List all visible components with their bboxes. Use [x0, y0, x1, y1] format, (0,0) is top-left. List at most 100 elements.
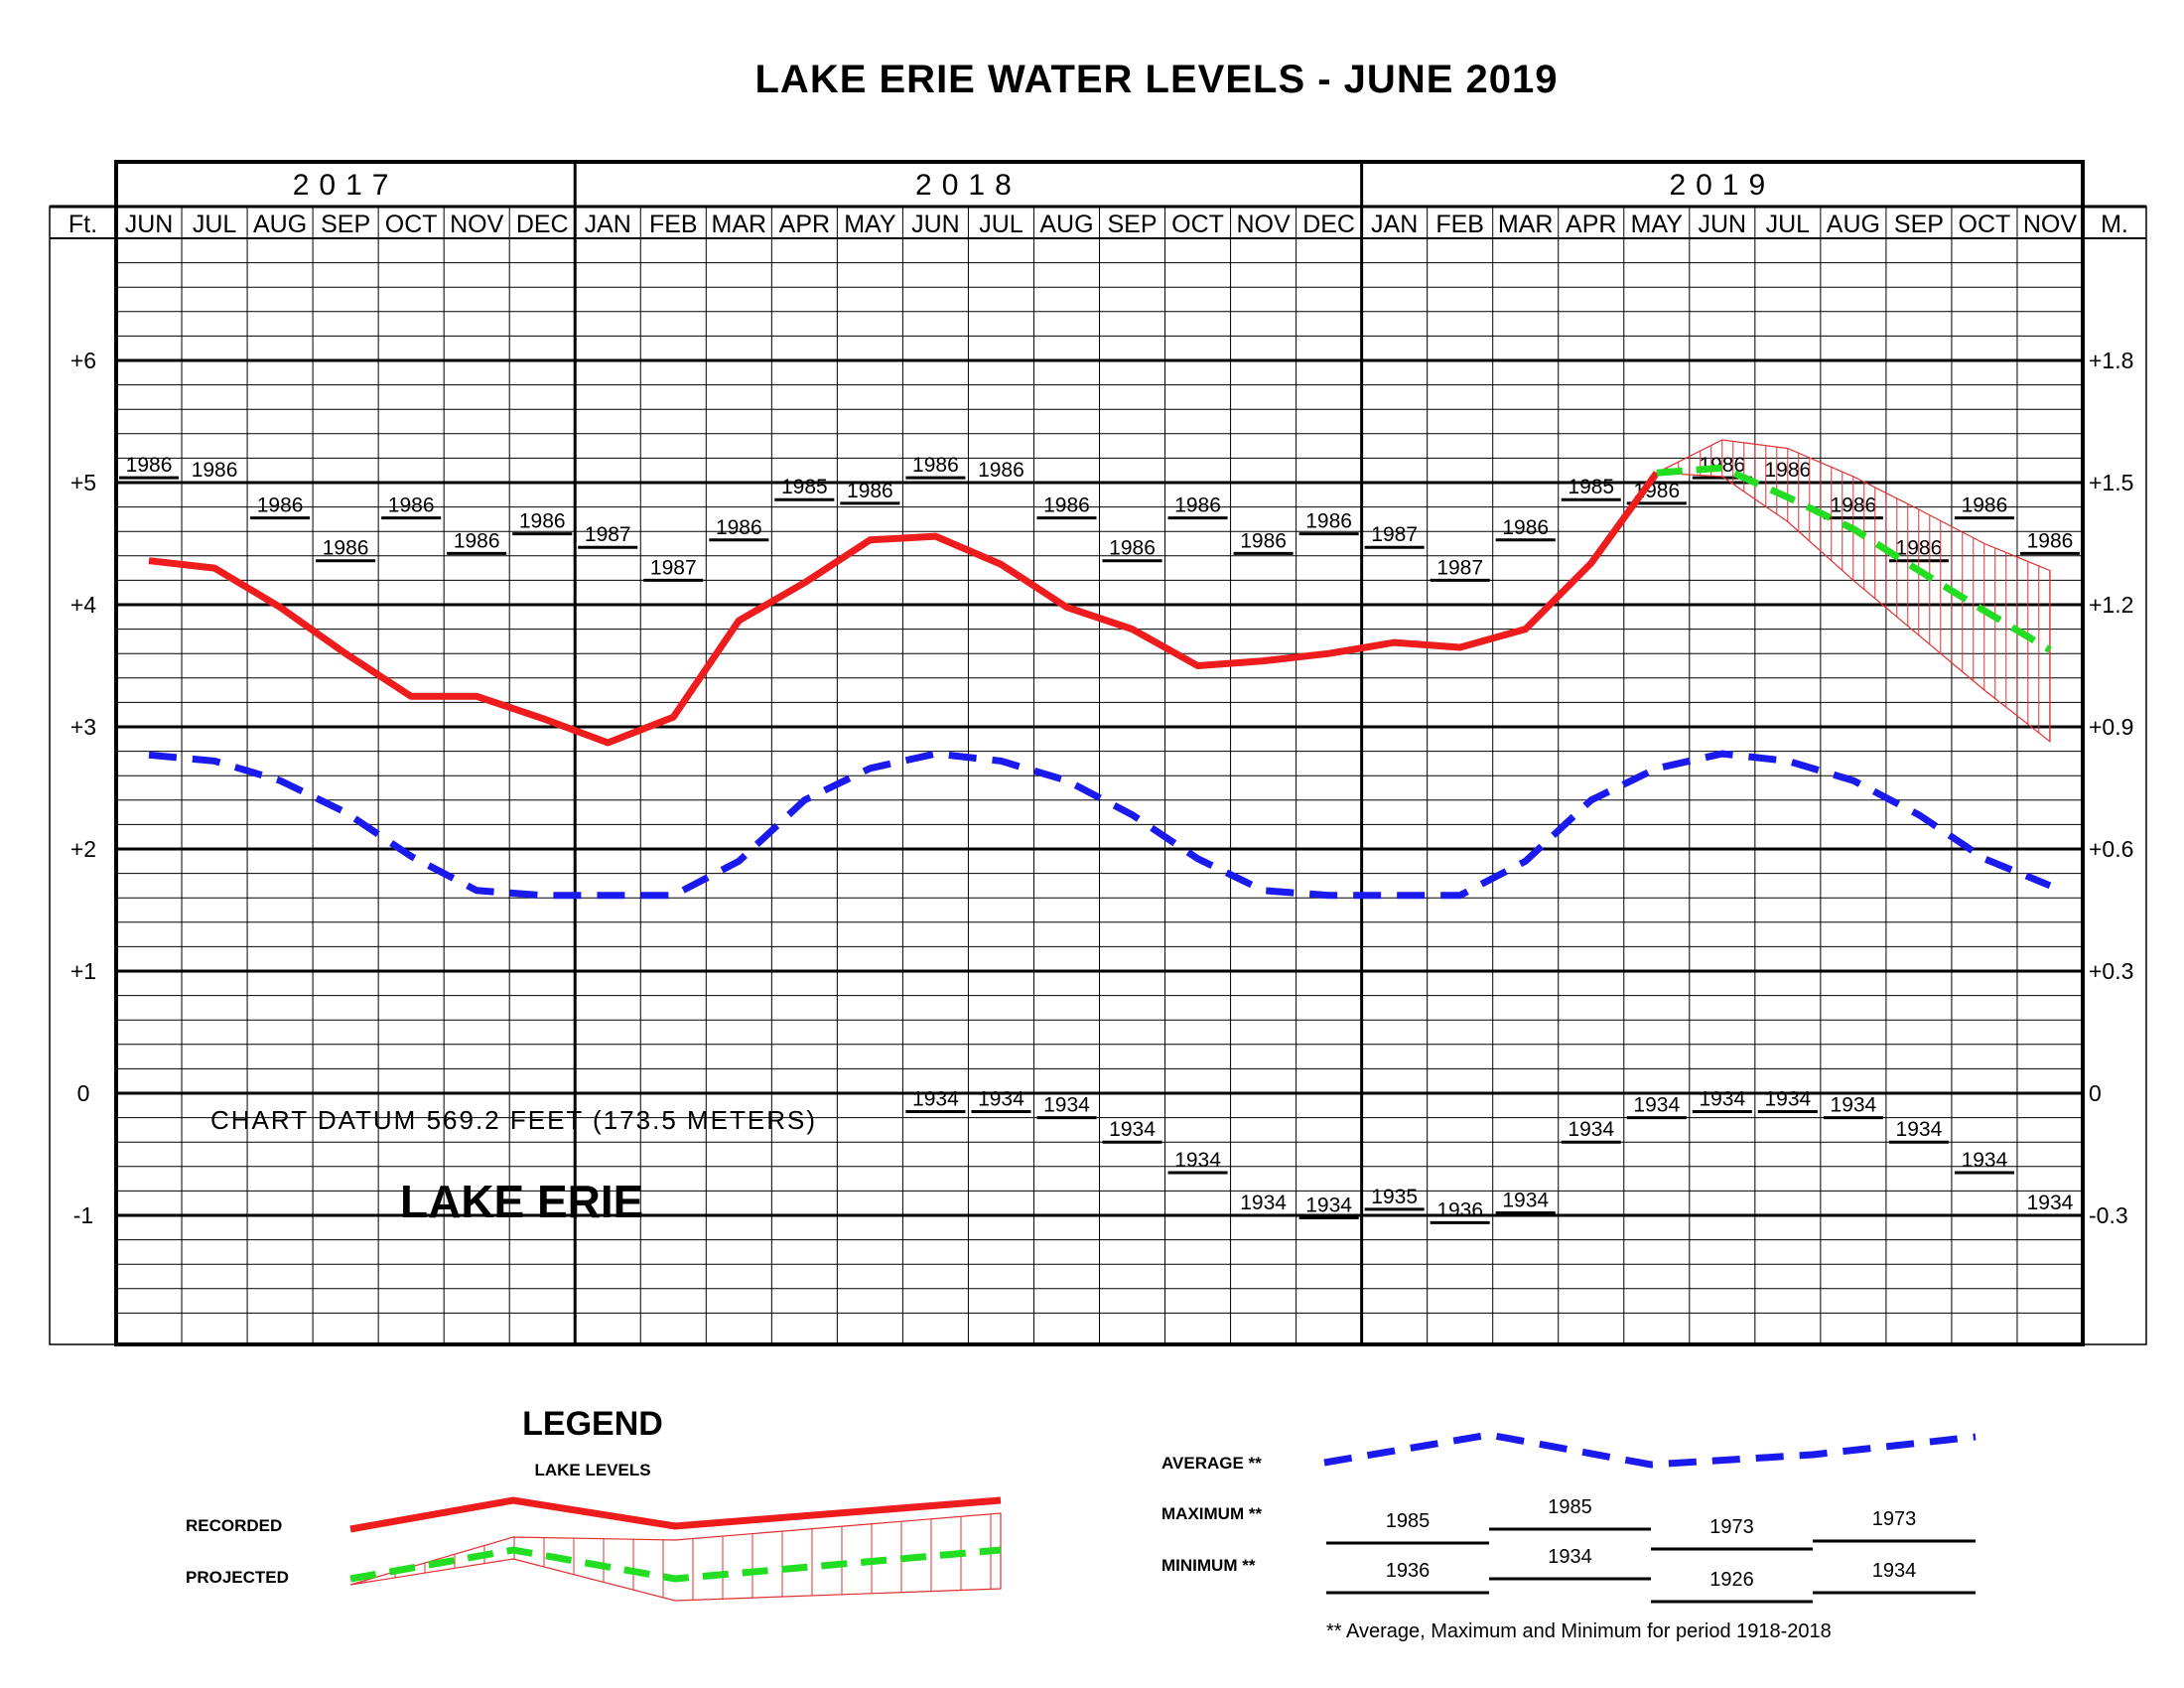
right-tick-label: -0.3	[2089, 1202, 2128, 1228]
month-label: AUG	[1827, 211, 1880, 238]
right-tick-label: +1.2	[2089, 592, 2133, 618]
lake-name-label: LAKE ERIE	[400, 1176, 643, 1227]
recorded-level-line	[148, 471, 1660, 747]
right-tick-label: 0	[2089, 1080, 2102, 1106]
month-label: APR	[779, 211, 830, 238]
record-high-year-label: 1986	[912, 454, 959, 477]
legend-maximum-year: 1973	[1709, 1516, 1754, 1538]
chart-title: LAKE ERIE WATER LEVELS - JUNE 2019	[754, 58, 1559, 101]
record-low-year-label: 1934	[1109, 1118, 1156, 1141]
legend: LEGEND LAKE LEVELS RECORDED PROJECTED AVERAG…	[186, 1405, 1977, 1642]
record-high-year-label: 1986	[2027, 529, 2074, 552]
chart-header: 2017 2018 2019 JUN JUL AUG SEP OCT NOV DEC JAN FEB M…	[68, 169, 2128, 238]
record-low-year-label: 1934	[1962, 1149, 2008, 1172]
record-low-year-label: 1934	[1896, 1118, 1943, 1141]
average-level-line	[148, 750, 2052, 900]
month-label: OCT	[385, 211, 438, 238]
record-high-year-label: 1985	[781, 476, 828, 498]
record-high-year-label: 1987	[585, 523, 631, 546]
record-high-year-label: 1986	[323, 537, 369, 560]
record-high-year-label: 1987	[1436, 556, 1483, 579]
month-label: JUL	[1766, 211, 1811, 238]
record-high-year-label: 1986	[1962, 494, 2008, 517]
record-high-year-label: 1985	[1568, 476, 1614, 498]
right-tick-label: +0.6	[2089, 836, 2133, 862]
legend-minimum-year: 1936	[1386, 1560, 1431, 1582]
right-tick-label: +1.5	[2089, 470, 2133, 495]
record-high-year-label: 1986	[388, 494, 435, 517]
record-low-year-label: 1934	[1240, 1192, 1287, 1214]
record-high-year-label: 1986	[1043, 494, 1090, 517]
record-low-year-label: 1934	[1764, 1087, 1811, 1110]
record-low-year-label: 1935	[1371, 1186, 1418, 1208]
month-label: SEP	[1894, 211, 1944, 238]
record-low-year-label: 1934	[1305, 1194, 1352, 1216]
left-tick-label: +4	[70, 592, 96, 618]
record-low-year-label: 1934	[1633, 1094, 1680, 1117]
record-low-year-label: 1934	[1043, 1094, 1090, 1117]
chart-axes: +6 +1.8 +5 +1.5 +4 +1.2 +3 +0.9 +2 +0.6 +1 +0.3 0 0 -1…	[70, 348, 2134, 1228]
month-label: JAN	[585, 211, 631, 238]
year-label: 2019	[1669, 169, 1775, 202]
month-label: SEP	[321, 211, 370, 238]
month-label: AUG	[1039, 211, 1093, 238]
chart-series	[148, 439, 2052, 900]
record-high-year-label: 1986	[1305, 510, 1352, 533]
record-high-year-label: 1986	[716, 516, 762, 539]
month-label: JUL	[193, 211, 237, 238]
month-label: FEB	[1435, 211, 1484, 238]
month-label: JUN	[1699, 211, 1747, 238]
legend-footnote: ** Average, Maximum and Minimum for peri…	[1326, 1620, 1832, 1642]
month-label: SEP	[1108, 211, 1158, 238]
month-label: OCT	[1171, 211, 1224, 238]
record-low-year-label: 1934	[978, 1087, 1024, 1110]
month-label: JUN	[911, 211, 960, 238]
right-axis-unit: M.	[2101, 211, 2128, 238]
left-tick-label: +6	[70, 348, 96, 373]
right-tick-label: +1.8	[2089, 348, 2133, 373]
legend-maximum-year: 1985	[1386, 1510, 1431, 1532]
legend-maximum-year: 1973	[1872, 1508, 1917, 1530]
record-high-year-label: 1986	[257, 494, 304, 517]
right-tick-label: +0.9	[2089, 714, 2133, 740]
record-high-year-label: 1986	[519, 510, 566, 533]
record-high-year-label: 1986	[192, 459, 238, 482]
record-high-year-label: 1986	[847, 480, 893, 502]
legend-projected-label: PROJECTED	[186, 1568, 289, 1587]
record-high-year-label: 1986	[978, 459, 1024, 482]
month-label: MAY	[844, 211, 896, 238]
legend-minimum-label: MINIMUM **	[1161, 1556, 1256, 1575]
record-high-year-label: 1986	[1109, 537, 1156, 560]
record-high-year-label: 1987	[1371, 523, 1418, 546]
legend-projected-swatch	[349, 1546, 1002, 1583]
legend-minimum-year: 1926	[1709, 1569, 1754, 1591]
legend-recorded-swatch	[349, 1496, 1002, 1533]
record-low-year-label: 1934	[1174, 1149, 1221, 1172]
month-label: JUN	[125, 211, 174, 238]
record-high-year-label: 1986	[1502, 516, 1549, 539]
left-tick-label: 0	[77, 1080, 90, 1106]
month-label: DEC	[1302, 211, 1355, 238]
legend-recorded-label: RECORDED	[186, 1516, 282, 1535]
legend-maximum-year: 1985	[1548, 1496, 1592, 1518]
month-label: NOV	[450, 211, 504, 238]
month-label: APR	[1566, 211, 1616, 238]
record-low-year-label: 1934	[1699, 1087, 1745, 1110]
month-label: MAR	[712, 211, 767, 238]
left-axis-unit: Ft.	[68, 211, 97, 238]
month-label: MAR	[1498, 211, 1554, 238]
legend-minimum-year: 1934	[1548, 1546, 1592, 1568]
year-label: 2018	[915, 169, 1022, 202]
legend-subtitle: LAKE LEVELS	[534, 1461, 650, 1479]
legend-minimum-year: 1934	[1872, 1560, 1917, 1582]
chart-grid	[49, 160, 2147, 1346]
record-high-year-label: 1986	[1174, 494, 1221, 517]
month-label: NOV	[2023, 211, 2078, 238]
record-low-year-label: 1934	[1568, 1118, 1614, 1141]
month-label: JAN	[1371, 211, 1418, 238]
record-low-year-label: 1934	[2027, 1192, 2074, 1214]
legend-title: LEGEND	[522, 1405, 663, 1443]
chart-datum-note: CHART DATUM 569.2 FEET (173.5 METERS)	[210, 1105, 817, 1135]
